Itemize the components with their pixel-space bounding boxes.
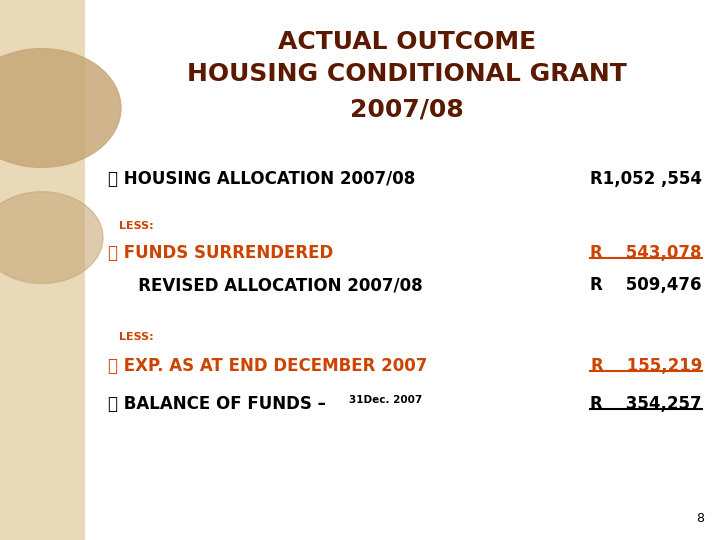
Text: ⨽ HOUSING ALLOCATION 2007/08: ⨽ HOUSING ALLOCATION 2007/08 [108, 170, 415, 188]
Text: 2007/08: 2007/08 [350, 97, 464, 121]
Text: 31Dec. 2007: 31Dec. 2007 [349, 395, 423, 406]
Text: 8: 8 [696, 512, 704, 525]
Text: R    155,219: R 155,219 [590, 357, 702, 375]
Text: R    509,476: R 509,476 [590, 276, 702, 294]
Text: LESS:: LESS: [119, 221, 153, 232]
Text: ⨽ FUNDS SURRENDERED: ⨽ FUNDS SURRENDERED [108, 244, 333, 262]
Text: R1,052 ,554: R1,052 ,554 [590, 170, 702, 188]
Text: REVISED ALLOCATION 2007/08: REVISED ALLOCATION 2007/08 [121, 276, 423, 294]
Text: LESS:: LESS: [119, 332, 153, 342]
Text: R    354,257: R 354,257 [590, 395, 702, 413]
Text: R    543,078: R 543,078 [590, 244, 702, 262]
Circle shape [0, 49, 121, 167]
Text: HOUSING CONDITIONAL GRANT: HOUSING CONDITIONAL GRANT [187, 62, 626, 86]
Text: ACTUAL OUTCOME: ACTUAL OUTCOME [278, 30, 536, 53]
FancyBboxPatch shape [0, 0, 85, 540]
Circle shape [0, 192, 103, 284]
Text: ⨽ BALANCE OF FUNDS –: ⨽ BALANCE OF FUNDS – [108, 395, 332, 413]
Text: ⨽ EXP. AS AT END DECEMBER 2007: ⨽ EXP. AS AT END DECEMBER 2007 [108, 357, 428, 375]
